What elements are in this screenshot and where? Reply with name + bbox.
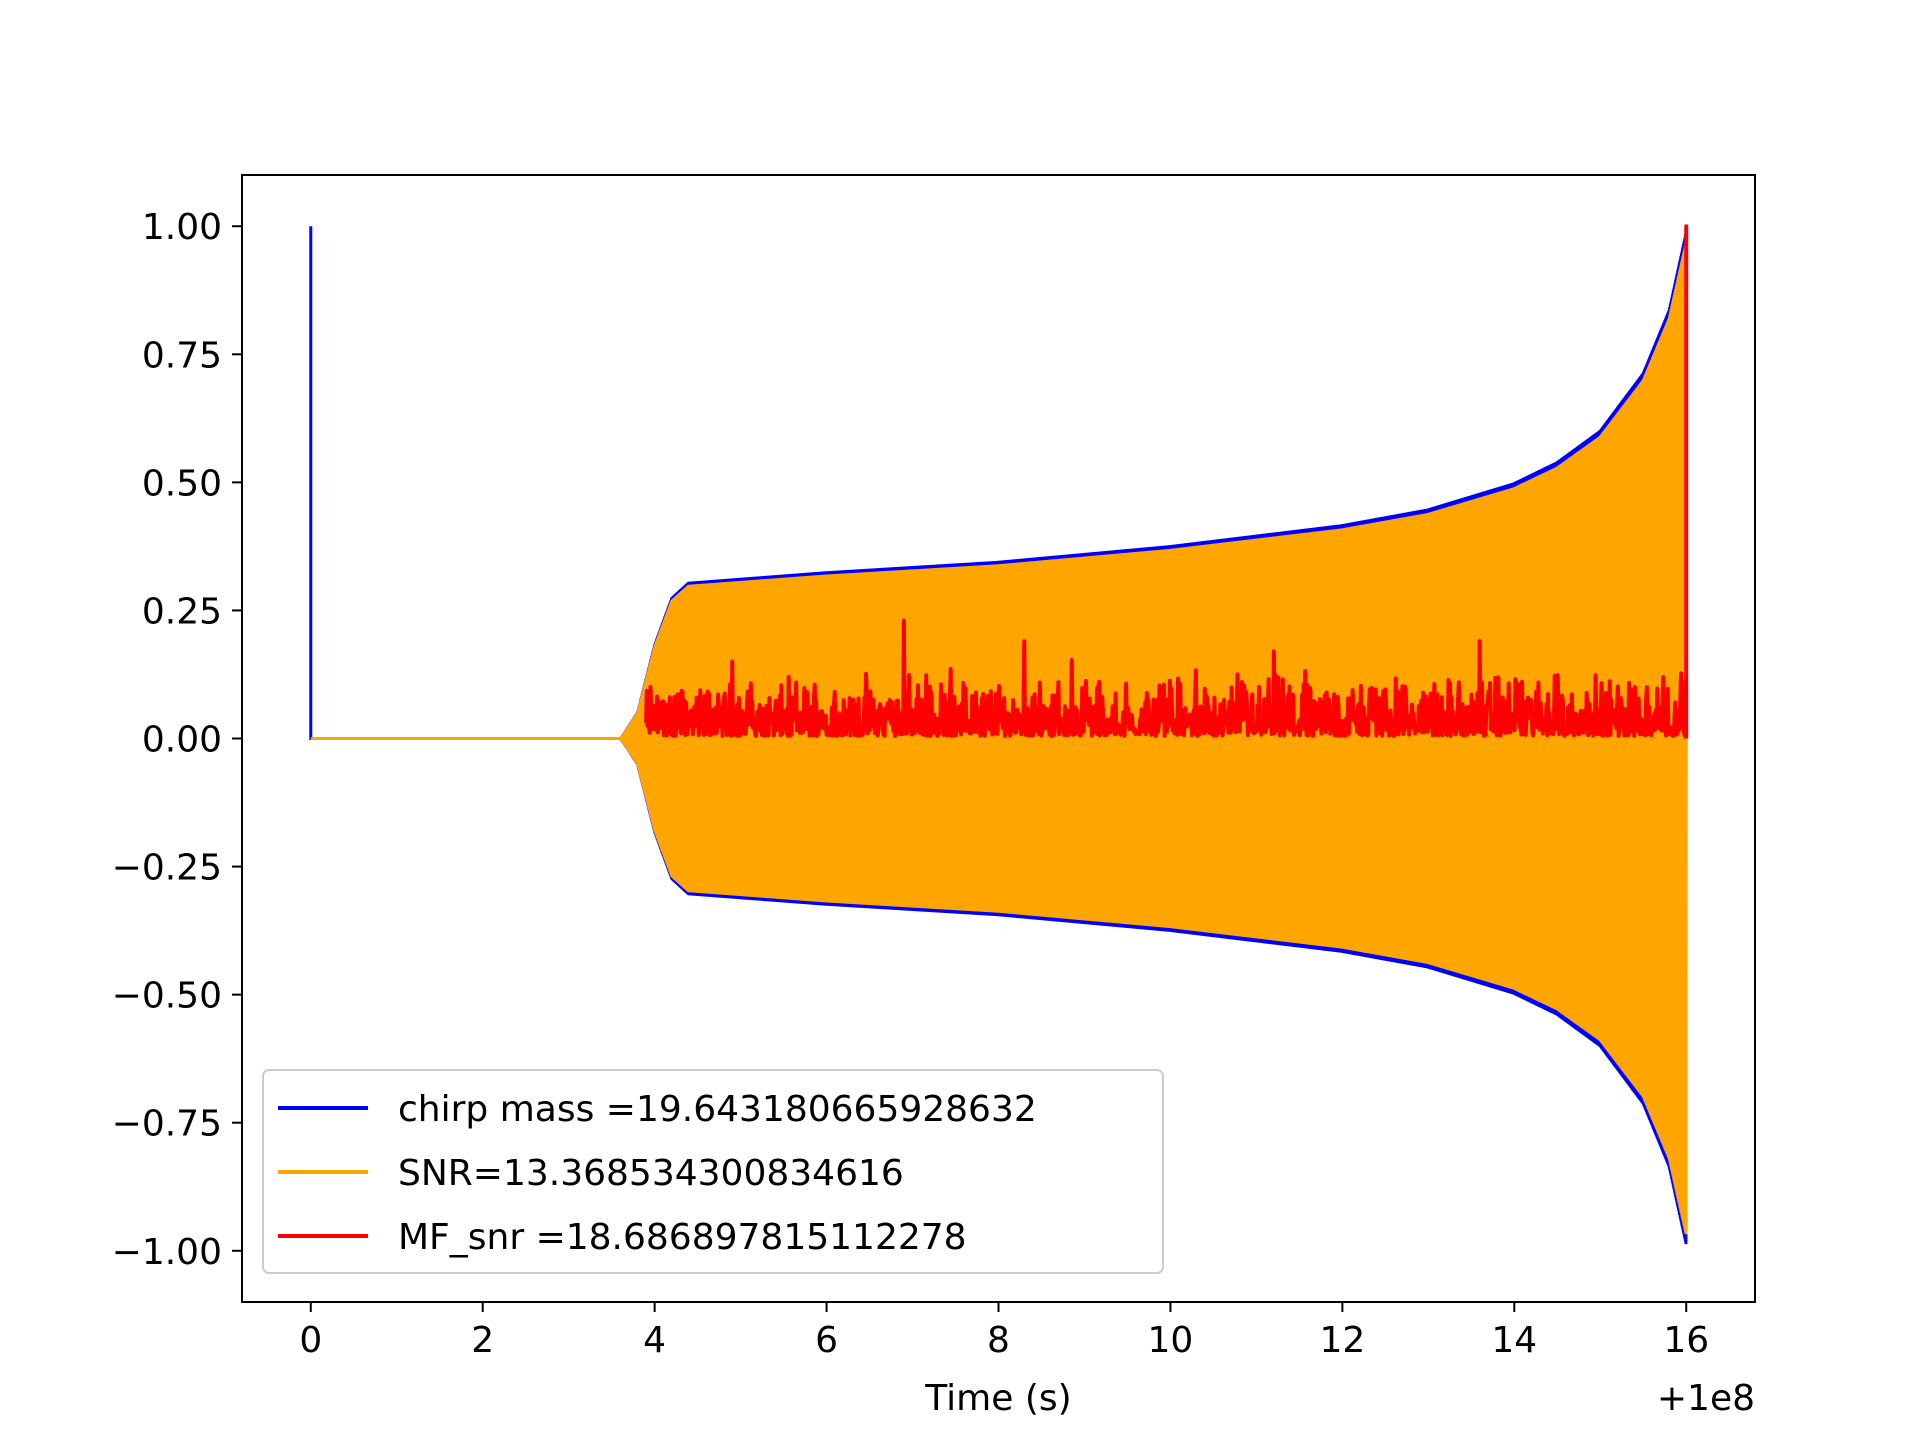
series-mf-snr-line [644, 224, 1689, 739]
legend-label: SNR=13.368534300834616 [398, 1153, 904, 1194]
x-tick-label: 6 [815, 1320, 838, 1361]
y-tick-label: −0.25 [112, 848, 222, 889]
series-snr-line [310, 241, 1688, 1235]
x-axis-offset-label: +1e8 [1657, 1378, 1755, 1419]
plot-area [309, 224, 1689, 1245]
x-tick-label: 14 [1491, 1320, 1537, 1361]
x-tick-label: 2 [471, 1320, 494, 1361]
y-tick-label: 0.25 [142, 591, 222, 632]
x-axis-label: Time (s) [924, 1378, 1071, 1419]
x-tick-label: 8 [987, 1320, 1010, 1361]
y-tick-label: −0.75 [112, 1104, 222, 1145]
legend-label: chirp mass =19.643180665928632 [398, 1089, 1037, 1130]
x-tick-label: 0 [299, 1320, 322, 1361]
y-tick-label: 0.50 [142, 463, 222, 504]
x-tick-label: 12 [1319, 1320, 1365, 1361]
axis-ticks: 0 2 4 6 8 10 12 14 16 1.00 0.75 0.50 0.25 0.00 −0.25 −0… [112, 207, 1709, 1361]
y-tick-label: 0.00 [142, 720, 222, 761]
legend-label: MF_snr =18.686897815112278 [398, 1217, 967, 1258]
x-tick-label: 4 [643, 1320, 666, 1361]
y-tick-label: 1.00 [142, 207, 222, 248]
y-tick-label: −0.50 [112, 976, 222, 1017]
legend: chirp mass =19.643180665928632 SNR=13.368… [262, 1069, 1164, 1274]
y-tick-label: 0.75 [142, 335, 222, 376]
legend-box [262, 1069, 1164, 1274]
x-tick-label: 10 [1148, 1320, 1194, 1361]
y-tick-label: −1.00 [112, 1232, 222, 1273]
x-tick-label: 16 [1663, 1320, 1709, 1361]
